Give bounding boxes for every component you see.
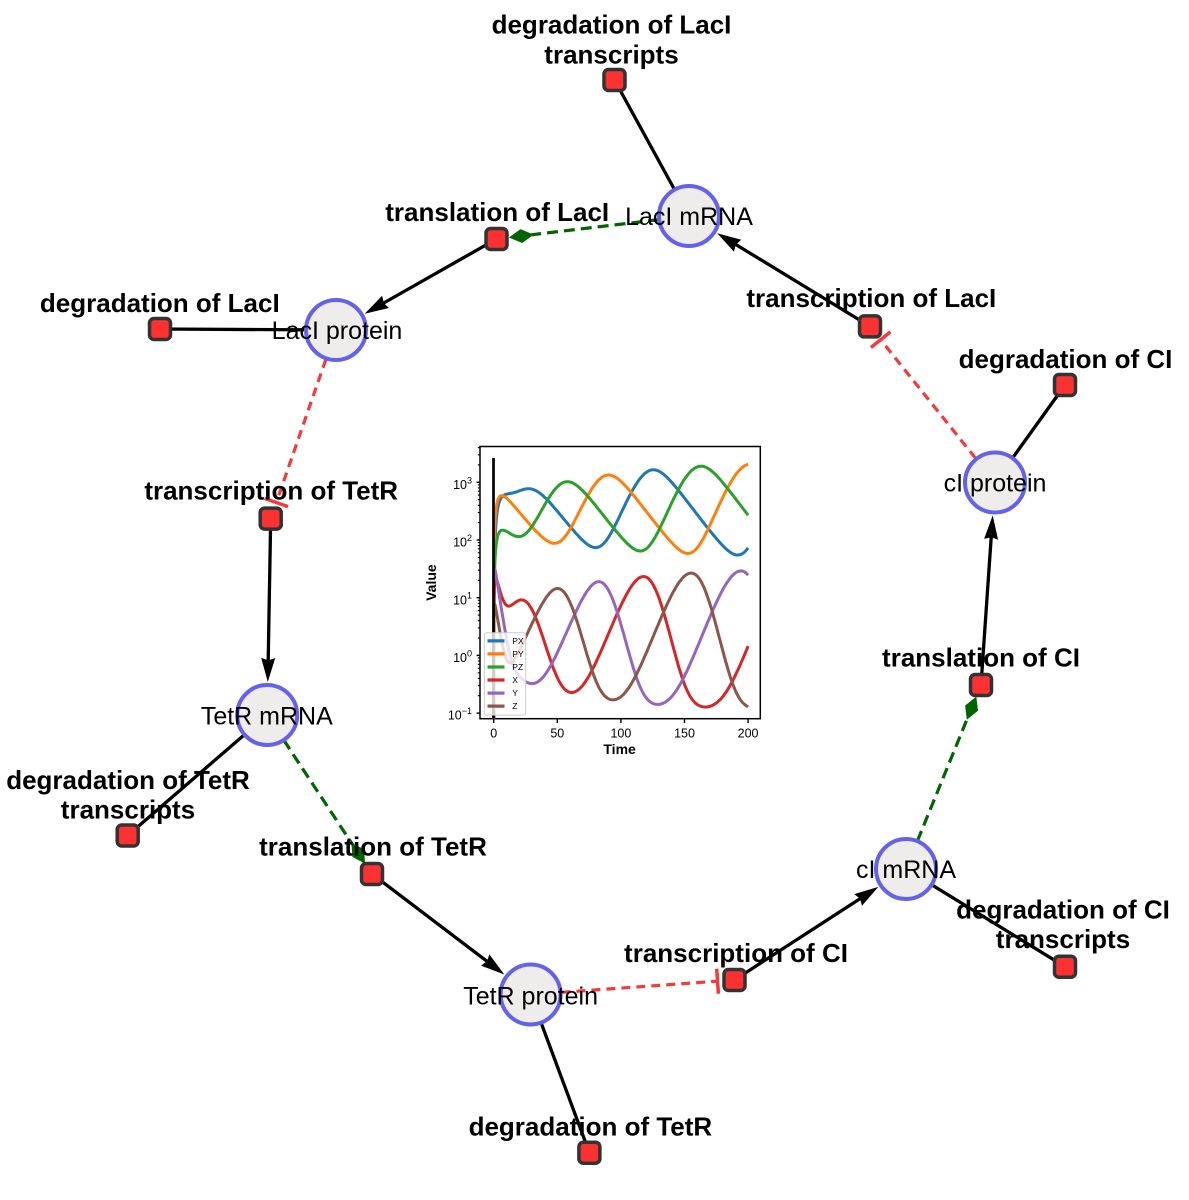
- svg-text:degradation of TetR: degradation of TetR: [6, 765, 250, 795]
- svg-text:transcripts: transcripts: [544, 39, 678, 69]
- svg-text:transcription of TetR: transcription of TetR: [144, 475, 398, 505]
- svg-text:translation of LacI: translation of LacI: [385, 197, 609, 227]
- svg-text:Value: Value: [423, 564, 439, 601]
- svg-text:degradation of LacI: degradation of LacI: [40, 288, 280, 318]
- svg-text:cI protein: cI protein: [944, 470, 1047, 498]
- svg-text:PX: PX: [512, 636, 524, 646]
- svg-text:PZ: PZ: [512, 662, 523, 672]
- svg-text:LacI protein: LacI protein: [272, 317, 403, 345]
- svg-text:TetR protein: TetR protein: [463, 982, 598, 1010]
- svg-text:transcription of LacI: transcription of LacI: [746, 283, 996, 313]
- svg-text:Y: Y: [512, 688, 518, 698]
- svg-text:transcription of CI: transcription of CI: [624, 938, 848, 968]
- svg-text:translation of TetR: translation of TetR: [259, 832, 487, 862]
- svg-text:PY: PY: [512, 649, 524, 659]
- svg-text:200: 200: [738, 726, 759, 740]
- svg-text:Time: Time: [603, 741, 636, 757]
- svg-text:LacI mRNA: LacI mRNA: [625, 203, 753, 231]
- svg-text:degradation of LacI: degradation of LacI: [492, 10, 732, 40]
- svg-text:50: 50: [550, 726, 564, 740]
- svg-text:TetR mRNA: TetR mRNA: [201, 702, 333, 730]
- svg-text:degradation of TetR: degradation of TetR: [469, 1112, 713, 1142]
- svg-text:100: 100: [610, 726, 631, 740]
- svg-text:translation of CI: translation of CI: [882, 643, 1080, 673]
- svg-text:transcripts: transcripts: [61, 795, 195, 825]
- svg-text:Z: Z: [512, 701, 517, 711]
- svg-text:degradation of CI: degradation of CI: [959, 344, 1173, 374]
- svg-text:cI mRNA: cI mRNA: [856, 856, 956, 884]
- svg-text:0: 0: [490, 726, 497, 740]
- svg-text:degradation of CI: degradation of CI: [956, 895, 1170, 925]
- svg-text:X: X: [512, 675, 518, 685]
- svg-text:transcripts: transcripts: [996, 924, 1130, 954]
- svg-text:150: 150: [674, 726, 695, 740]
